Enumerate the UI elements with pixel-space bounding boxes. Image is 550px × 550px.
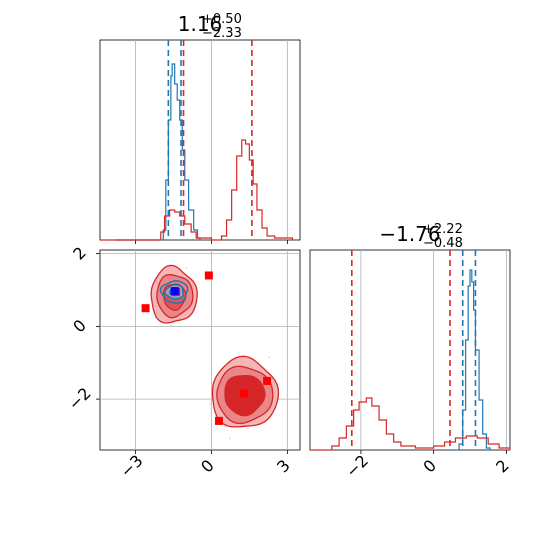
red-histogram-step	[310, 397, 511, 451]
tick-label-x: −2	[342, 451, 372, 481]
axes-frame-right	[309, 249, 511, 451]
title-top-main: 1.16	[178, 12, 223, 36]
red-square-marker	[214, 416, 223, 425]
tick-label-y: −2	[65, 384, 95, 414]
red-square-marker	[240, 389, 249, 398]
sample-point	[171, 322, 174, 325]
tick-label-y: 2	[69, 243, 90, 264]
blue-histogram-step	[115, 63, 201, 241]
axes-frame-joint	[99, 249, 301, 451]
sample-point	[228, 437, 231, 440]
tick-label-x: −3	[116, 451, 146, 481]
sample-point	[209, 403, 211, 405]
sample-point	[185, 266, 188, 269]
title-top-sub: −2.33	[202, 26, 242, 41]
tick-label-x: 0	[197, 456, 218, 477]
title-right: −1.76	[379, 222, 440, 246]
red-histogram-step	[100, 139, 294, 241]
blue-square-marker	[170, 287, 179, 296]
title-right-main: −1.76	[379, 222, 440, 246]
blue-contour-outer	[159, 280, 189, 304]
sample-point	[169, 324, 172, 327]
title-right-sub: −0.48	[423, 236, 463, 251]
tick-label-x: 3	[273, 456, 294, 477]
sample-point	[247, 427, 249, 430]
title-top: 1.16	[178, 12, 223, 36]
red-square-marker	[263, 376, 272, 385]
marginal-histogram-right: −2 0 2 −1.76 +2.22 −0.48	[309, 222, 513, 481]
tick-label-y: 0	[69, 316, 90, 337]
sample-point	[268, 356, 271, 359]
sample-point	[224, 425, 226, 428]
tick-label-x: 2	[492, 456, 513, 477]
red-square-marker	[204, 271, 213, 280]
title-top-sup: +0.50	[202, 12, 242, 27]
marginal-histogram-top: 1.16 +0.50 −2.33	[99, 12, 301, 244]
title-right-sup: +2.22	[423, 222, 463, 237]
red-square-marker	[141, 304, 150, 313]
joint-scatter-contour: −3 0 3 −2 0 2	[65, 243, 301, 481]
blue-histogram-step	[455, 269, 491, 451]
tick-label-x: 0	[419, 456, 440, 477]
axes-frame-top	[99, 39, 301, 241]
